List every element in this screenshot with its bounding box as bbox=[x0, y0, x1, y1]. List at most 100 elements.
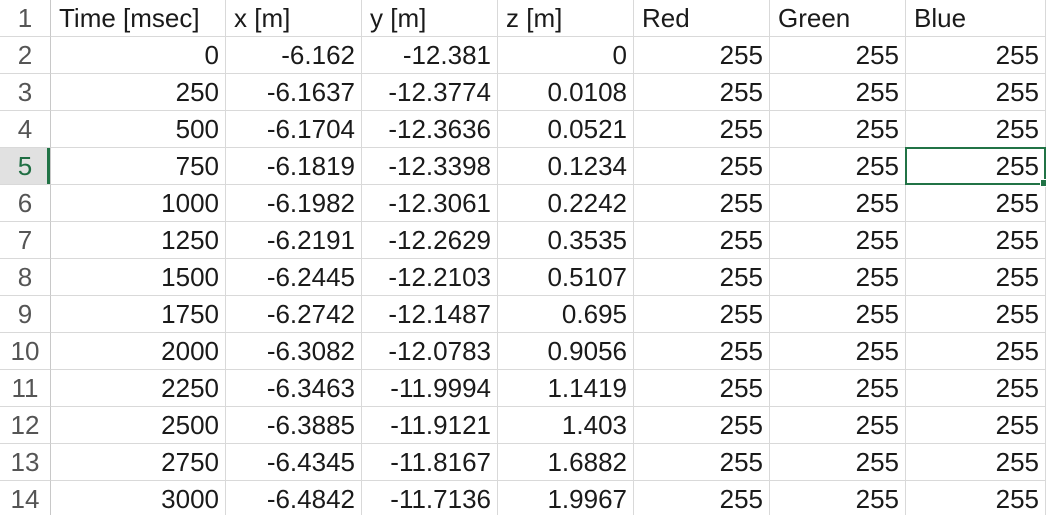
cell-green[interactable]: 255 bbox=[770, 259, 906, 296]
header-cell-green[interactable]: Green bbox=[770, 0, 906, 37]
cell-time[interactable]: 2500 bbox=[51, 407, 226, 444]
row-header-3[interactable]: 3 bbox=[0, 74, 51, 111]
cell-z[interactable]: 1.9967 bbox=[498, 481, 634, 515]
cell-blue[interactable]: 255 bbox=[906, 333, 1046, 370]
cell-green[interactable]: 255 bbox=[770, 111, 906, 148]
row-header-1[interactable]: 1 bbox=[0, 0, 51, 37]
cell-red[interactable]: 255 bbox=[634, 481, 770, 515]
cell-x[interactable]: -6.1982 bbox=[226, 185, 362, 222]
cell-x[interactable]: -6.4345 bbox=[226, 444, 362, 481]
cell-x[interactable]: -6.3463 bbox=[226, 370, 362, 407]
header-cell-z[interactable]: z [m] bbox=[498, 0, 634, 37]
row-header-4[interactable]: 4 bbox=[0, 111, 51, 148]
cell-z[interactable]: 0.9056 bbox=[498, 333, 634, 370]
cell-time[interactable]: 0 bbox=[51, 37, 226, 74]
cell-time[interactable]: 500 bbox=[51, 111, 226, 148]
cell-blue[interactable]: 255 bbox=[906, 259, 1046, 296]
cell-red[interactable]: 255 bbox=[634, 444, 770, 481]
row-header-14[interactable]: 14 bbox=[0, 481, 51, 515]
cell-z[interactable]: 0.695 bbox=[498, 296, 634, 333]
cell-x[interactable]: -6.3885 bbox=[226, 407, 362, 444]
cell-time[interactable]: 2750 bbox=[51, 444, 226, 481]
cell-red[interactable]: 255 bbox=[634, 148, 770, 185]
cell-z[interactable]: 0.1234 bbox=[498, 148, 634, 185]
row-header-2[interactable]: 2 bbox=[0, 37, 51, 74]
cell-x[interactable]: -6.1637 bbox=[226, 74, 362, 111]
row-header-11[interactable]: 11 bbox=[0, 370, 51, 407]
cell-green[interactable]: 255 bbox=[770, 444, 906, 481]
row-header-5[interactable]: 5 bbox=[0, 148, 51, 185]
cell-y[interactable]: -12.381 bbox=[362, 37, 498, 74]
cell-green[interactable]: 255 bbox=[770, 370, 906, 407]
cell-blue[interactable]: 255 bbox=[906, 111, 1046, 148]
cell-y[interactable]: -12.3398 bbox=[362, 148, 498, 185]
cell-green[interactable]: 255 bbox=[770, 222, 906, 259]
cell-x[interactable]: -6.1704 bbox=[226, 111, 362, 148]
cell-x[interactable]: -6.3082 bbox=[226, 333, 362, 370]
cell-time[interactable]: 2250 bbox=[51, 370, 226, 407]
cell-blue[interactable]: 255 bbox=[906, 481, 1046, 515]
row-header-12[interactable]: 12 bbox=[0, 407, 51, 444]
cell-x[interactable]: -6.1819 bbox=[226, 148, 362, 185]
header-cell-x[interactable]: x [m] bbox=[226, 0, 362, 37]
cell-y[interactable]: -12.2629 bbox=[362, 222, 498, 259]
cell-blue[interactable]: 255 bbox=[906, 148, 1046, 185]
cell-time[interactable]: 750 bbox=[51, 148, 226, 185]
cell-y[interactable]: -12.3774 bbox=[362, 74, 498, 111]
cell-green[interactable]: 255 bbox=[770, 185, 906, 222]
cell-red[interactable]: 255 bbox=[634, 333, 770, 370]
cell-blue[interactable]: 255 bbox=[906, 185, 1046, 222]
cell-red[interactable]: 255 bbox=[634, 111, 770, 148]
cell-z[interactable]: 0.0521 bbox=[498, 111, 634, 148]
cell-red[interactable]: 255 bbox=[634, 370, 770, 407]
cell-y[interactable]: -12.3636 bbox=[362, 111, 498, 148]
cell-time[interactable]: 2000 bbox=[51, 333, 226, 370]
cell-red[interactable]: 255 bbox=[634, 259, 770, 296]
cell-x[interactable]: -6.2191 bbox=[226, 222, 362, 259]
cell-blue[interactable]: 255 bbox=[906, 222, 1046, 259]
cell-red[interactable]: 255 bbox=[634, 185, 770, 222]
cell-red[interactable]: 255 bbox=[634, 407, 770, 444]
cell-blue[interactable]: 255 bbox=[906, 407, 1046, 444]
cell-time[interactable]: 1750 bbox=[51, 296, 226, 333]
cell-green[interactable]: 255 bbox=[770, 74, 906, 111]
cell-z[interactable]: 1.1419 bbox=[498, 370, 634, 407]
cell-green[interactable]: 255 bbox=[770, 407, 906, 444]
cell-red[interactable]: 255 bbox=[634, 74, 770, 111]
cell-green[interactable]: 255 bbox=[770, 37, 906, 74]
row-header-7[interactable]: 7 bbox=[0, 222, 51, 259]
cell-y[interactable]: -11.7136 bbox=[362, 481, 498, 515]
cell-red[interactable]: 255 bbox=[634, 222, 770, 259]
cell-y[interactable]: -11.9994 bbox=[362, 370, 498, 407]
cell-time[interactable]: 3000 bbox=[51, 481, 226, 515]
row-header-10[interactable]: 10 bbox=[0, 333, 51, 370]
header-cell-time[interactable]: Time [msec] bbox=[51, 0, 226, 37]
cell-x[interactable]: -6.2445 bbox=[226, 259, 362, 296]
cell-red[interactable]: 255 bbox=[634, 296, 770, 333]
cell-x[interactable]: -6.4842 bbox=[226, 481, 362, 515]
cell-time[interactable]: 250 bbox=[51, 74, 226, 111]
cell-z[interactable]: 1.403 bbox=[498, 407, 634, 444]
row-header-9[interactable]: 9 bbox=[0, 296, 51, 333]
cell-y[interactable]: -12.1487 bbox=[362, 296, 498, 333]
cell-y[interactable]: -11.8167 bbox=[362, 444, 498, 481]
row-header-6[interactable]: 6 bbox=[0, 185, 51, 222]
cell-y[interactable]: -11.9121 bbox=[362, 407, 498, 444]
cell-blue[interactable]: 255 bbox=[906, 74, 1046, 111]
cell-z[interactable]: 0.3535 bbox=[498, 222, 634, 259]
cell-time[interactable]: 1500 bbox=[51, 259, 226, 296]
cell-green[interactable]: 255 bbox=[770, 481, 906, 515]
cell-y[interactable]: -12.2103 bbox=[362, 259, 498, 296]
cell-y[interactable]: -12.0783 bbox=[362, 333, 498, 370]
cell-green[interactable]: 255 bbox=[770, 148, 906, 185]
row-header-8[interactable]: 8 bbox=[0, 259, 51, 296]
cell-blue[interactable]: 255 bbox=[906, 370, 1046, 407]
cell-z[interactable]: 1.6882 bbox=[498, 444, 634, 481]
cell-green[interactable]: 255 bbox=[770, 296, 906, 333]
cell-blue[interactable]: 255 bbox=[906, 296, 1046, 333]
cell-green[interactable]: 255 bbox=[770, 333, 906, 370]
cell-y[interactable]: -12.3061 bbox=[362, 185, 498, 222]
cell-time[interactable]: 1250 bbox=[51, 222, 226, 259]
header-cell-y[interactable]: y [m] bbox=[362, 0, 498, 37]
cell-x[interactable]: -6.162 bbox=[226, 37, 362, 74]
